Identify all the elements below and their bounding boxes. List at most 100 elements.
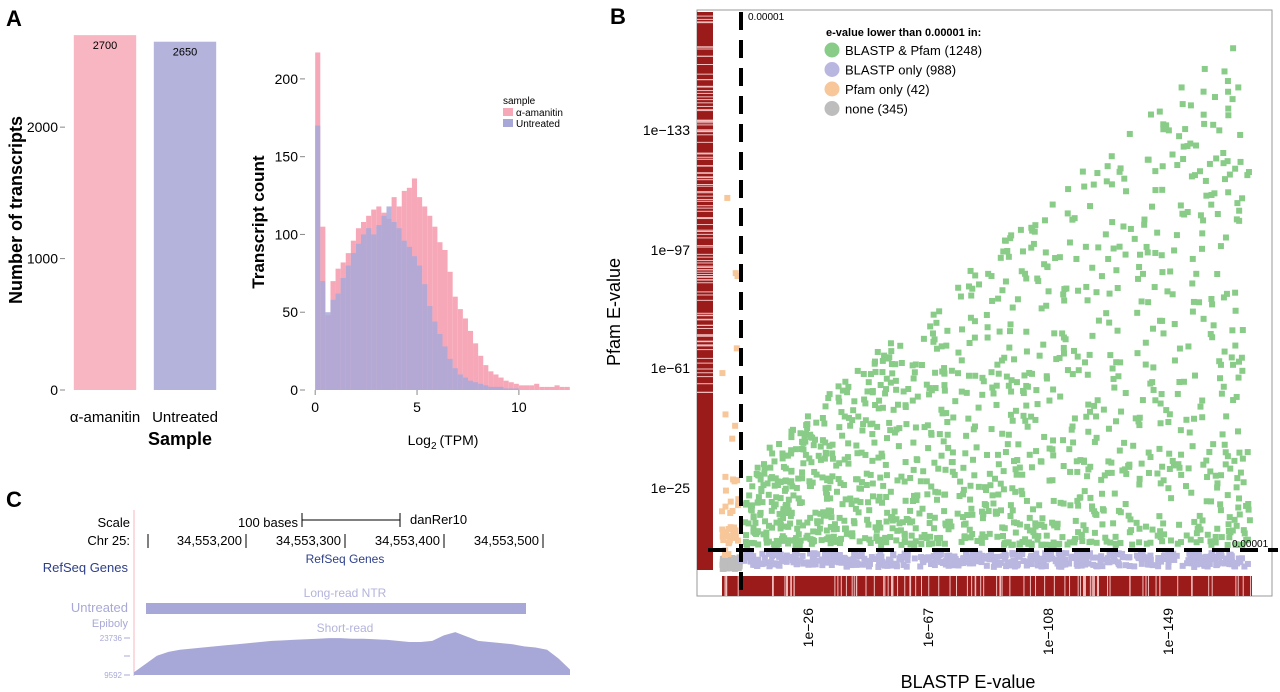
scatter-point-blastp-pfam: [971, 318, 978, 325]
scatter-point-blastp-pfam: [957, 293, 964, 300]
scatter-point-blastp-pfam: [847, 531, 854, 538]
scatter-point-blastp-pfam: [1176, 379, 1183, 386]
scatter-point-blastp-pfam: [1008, 232, 1015, 239]
scatter-point-blastp-pfam: [755, 541, 762, 548]
scatter-point-blastp-only: [755, 560, 762, 567]
scatter-point-blastp-only: [799, 552, 806, 559]
scatter-point-blastp-pfam: [925, 445, 932, 452]
scatter-point-blastp-pfam: [1119, 467, 1126, 474]
threshold-label-horizontal: 0.00001: [1232, 539, 1269, 550]
scatter-point-blastp-only: [1053, 556, 1060, 563]
scatter-point-blastp-only: [876, 557, 883, 564]
scatter-point-blastp-pfam: [746, 475, 753, 482]
scatter-point-blastp-only: [810, 557, 817, 564]
browser-positions: 34,553,200 34,553,300 34,553,400 34,553,500: [147, 533, 544, 548]
scatter-point-blastp-pfam: [911, 492, 918, 499]
scatter-point-blastp-pfam: [988, 369, 995, 376]
scatter-point-blastp-pfam: [830, 533, 837, 540]
scatter-point-blastp-pfam: [773, 537, 780, 544]
scatter-point-blastp-pfam: [1203, 457, 1210, 464]
scatter-point-blastp-only: [751, 557, 758, 564]
scatter-point-blastp-pfam: [1053, 356, 1060, 363]
hist-bar-amanitin: [529, 385, 535, 390]
scatter-point-blastp-pfam: [1157, 400, 1164, 407]
scatter-point-blastp-pfam: [892, 377, 899, 384]
scatter-point-blastp-pfam: [890, 406, 897, 413]
scatter-point-blastp-only: [965, 554, 972, 561]
scatter-point-blastp-pfam: [837, 480, 844, 487]
scatter-point-blastp-pfam: [829, 441, 836, 448]
scatter-point-blastp-pfam: [1200, 111, 1207, 118]
scatter-point-blastp-pfam: [1246, 517, 1253, 524]
scatter-point-blastp-only: [944, 552, 951, 559]
scatter-point-blastp-pfam: [1033, 448, 1040, 455]
scatter-point-blastp-pfam: [987, 482, 994, 489]
scatter-point-blastp-pfam: [1064, 210, 1071, 217]
scatter-point-blastp-only: [1019, 551, 1026, 558]
scatter-point-blastp-only: [1126, 562, 1133, 569]
scatter-point-blastp-pfam: [1113, 359, 1120, 366]
scatter-point-blastp-pfam: [1136, 422, 1143, 429]
scatter-point-blastp-pfam: [1174, 390, 1181, 397]
scatter-point-blastp-pfam: [1191, 518, 1198, 525]
scatter-point-blastp-pfam: [864, 388, 871, 395]
scatter-point-none: [721, 555, 728, 562]
scatter-point-blastp-pfam: [995, 295, 1002, 302]
scatter-point-blastp-pfam: [1023, 382, 1030, 389]
scatter-point-blastp-pfam: [1149, 203, 1156, 210]
scatter-point-blastp-pfam: [867, 471, 874, 478]
browser-refseq-center: RefSeq Genes: [306, 552, 385, 566]
scatter-point-blastp-pfam: [1073, 458, 1080, 465]
scatter-point-blastp-pfam: [1070, 347, 1077, 354]
hist-bar-untreated: [432, 321, 438, 390]
scatter-point-blastp-pfam: [1199, 245, 1206, 252]
scatter-point-blastp-pfam: [1061, 297, 1068, 304]
hist-bar-untreated: [315, 125, 321, 391]
scatter-point-blastp-pfam: [1175, 461, 1182, 468]
scatter-point-blastp-pfam: [771, 458, 778, 465]
scatter-point-blastp-pfam: [869, 457, 876, 464]
scatter-point-blastp-pfam: [1210, 441, 1217, 448]
scatter-point-blastp-only: [1056, 555, 1063, 562]
hist-bar-untreated: [391, 222, 397, 390]
scatter-point-blastp-pfam: [883, 539, 890, 546]
scatter-point-blastp-pfam: [944, 327, 951, 334]
scatter-point-blastp-pfam: [1208, 295, 1215, 302]
scatter-point-blastp-pfam: [913, 496, 920, 503]
scatter-point-blastp-pfam: [1191, 415, 1198, 422]
scatter-point-blastp-pfam: [1023, 275, 1030, 282]
hist-bar-amanitin: [534, 383, 540, 390]
scatter-point-blastp-only: [807, 550, 814, 557]
scatter-point-blastp-pfam: [1177, 539, 1184, 546]
scatter-point-blastp-pfam: [743, 541, 750, 548]
hist-bar-untreated: [498, 386, 504, 390]
scatter-point-blastp-pfam: [856, 485, 863, 492]
scatter-point-blastp-pfam: [825, 507, 832, 514]
scatter-point-blastp-pfam: [1134, 350, 1141, 357]
scatter-point-blastp-pfam: [985, 270, 992, 277]
scatter-point-blastp-pfam: [857, 499, 864, 506]
scatter-point-blastp-pfam: [943, 410, 950, 417]
scatter-point-blastp-pfam: [1193, 142, 1200, 149]
scatter-point-blastp-pfam: [1236, 358, 1243, 365]
scatter-point-blastp-pfam: [797, 430, 804, 437]
scatter-point-blastp-pfam: [1108, 153, 1115, 160]
scatter-point-blastp-only: [819, 556, 826, 563]
scatter-point-blastp-pfam: [813, 419, 820, 426]
scatter-point-blastp-pfam: [917, 478, 924, 485]
scatter-point-blastp-pfam: [1245, 506, 1252, 513]
scatter-point-blastp-pfam: [1221, 176, 1228, 183]
hist-bar-untreated: [371, 234, 377, 390]
scatter-point-blastp-pfam: [1089, 264, 1096, 271]
scatter-point-blastp-pfam: [750, 524, 757, 531]
scatter-point-blastp-pfam: [848, 501, 855, 508]
scatter-point-blastp-only: [1099, 563, 1106, 570]
bar-x-axis-title: Sample: [148, 429, 212, 449]
scatter-point-blastp-pfam: [1067, 502, 1074, 509]
scatter-point-blastp-pfam: [1032, 520, 1039, 527]
scatter-point-blastp-pfam: [931, 514, 938, 521]
scatter-point-blastp-only: [1115, 560, 1122, 567]
scatter-point-blastp-pfam: [845, 460, 852, 467]
scatter-point-blastp-pfam: [880, 482, 887, 489]
scatter-point-blastp-only: [975, 554, 982, 561]
